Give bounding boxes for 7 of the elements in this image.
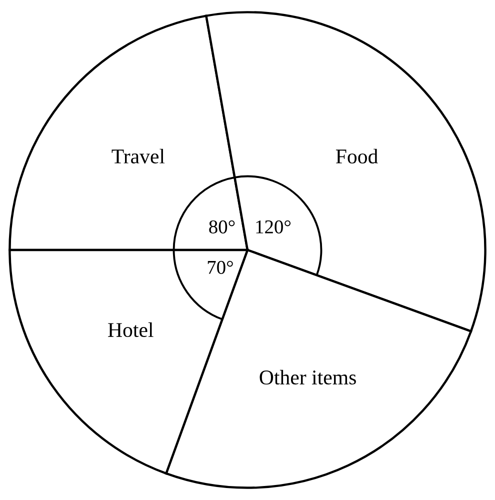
slice-label: Travel [112,148,165,164]
data-label: 70° [208,260,233,274]
slice-label: Other items [260,370,356,385]
slice-label: Food [336,148,378,164]
data-label: 80° [209,220,235,234]
slice-label: Hotel [108,322,154,338]
data-label: 120° [256,220,291,234]
